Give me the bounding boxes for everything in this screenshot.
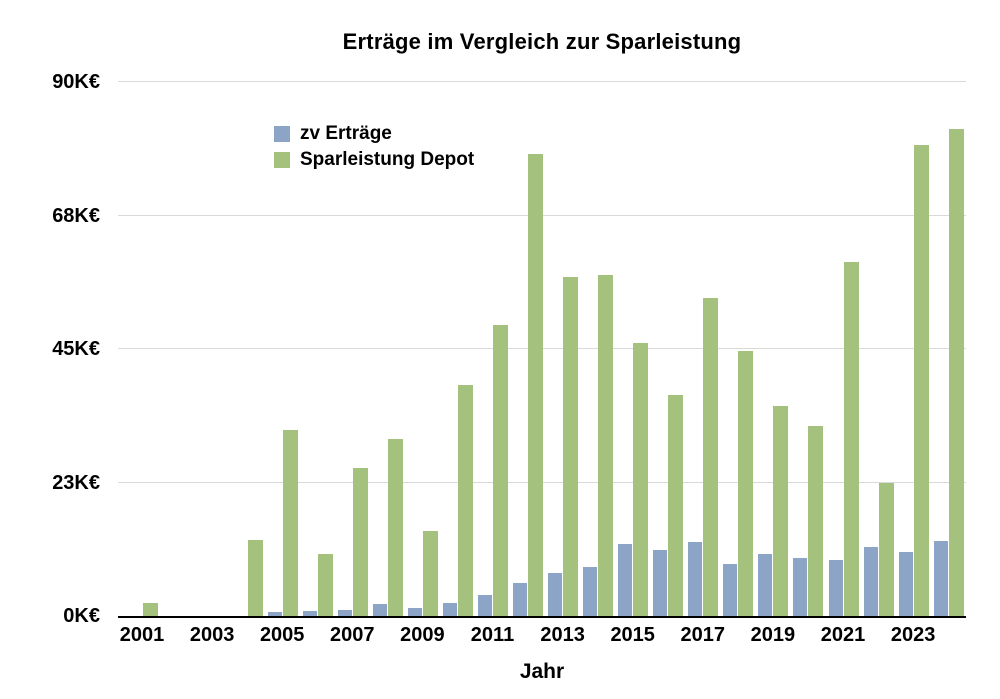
bar-zv-ertraege-2008: [372, 603, 387, 616]
x-tick-label-2017: 2017: [680, 624, 726, 646]
x-axis-title: Jahr: [519, 660, 565, 683]
bar-sparleistung-depot-2020: [808, 426, 824, 616]
x-tick-label-2021: 2021: [820, 624, 866, 646]
y-tick-label-90K€: 90K€: [52, 71, 100, 93]
bar-sparleistung-depot-2006: [317, 553, 333, 616]
bar-sparleistung-depot-2021: [843, 262, 859, 616]
x-tick-label-2005: 2005: [259, 624, 305, 646]
bar-sparleistung-depot-2016: [668, 395, 684, 616]
legend-swatch-sparleistung-depot-icon: [274, 151, 290, 168]
bar-zv-ertraege-2024: [933, 541, 948, 616]
bar-zv-ertraege-2017: [688, 542, 703, 616]
plot-area: [118, 81, 966, 618]
bar-sparleistung-depot-2010: [457, 385, 473, 616]
bar-zv-ertraege-2010: [442, 602, 457, 616]
bar-zv-ertraege-2009: [407, 607, 422, 616]
legend-label-sparleistung-depot: Sparleistung Depot: [300, 149, 475, 170]
bar-sparleistung-depot-2014: [598, 274, 614, 616]
y-tick-label-0K€: 0K€: [63, 605, 100, 627]
legend: zv Erträge Sparleistung Depot: [274, 124, 474, 176]
y-tick-label-68K€: 68K€: [52, 204, 100, 227]
legend-item-sparleistung-depot: Sparleistung Depot: [274, 150, 474, 169]
x-tick-label-2009: 2009: [400, 624, 445, 646]
x-tick-label-2023: 2023: [890, 624, 936, 646]
bar-sparleistung-depot-2023: [913, 144, 929, 616]
bar-sparleistung-depot-2005: [282, 429, 298, 616]
chart-title: Erträge im Vergleich zur Sparleistung: [342, 29, 742, 54]
bar-sparleistung-depot-2009: [422, 530, 438, 616]
bar-zv-ertraege-2023: [898, 551, 913, 616]
bar-zv-ertraege-2014: [583, 567, 598, 616]
x-tick-label-2001: 2001: [119, 624, 165, 646]
bar-sparleistung-depot-2004: [247, 540, 263, 616]
bar-zv-ertraege-2018: [723, 563, 738, 616]
bar-sparleistung-depot-2012: [528, 154, 544, 616]
x-tick-label-2003: 2003: [189, 624, 235, 646]
bar-zv-ertraege-2012: [513, 582, 528, 616]
bar-zv-ertraege-2005: [267, 612, 282, 616]
x-tick-label-2019: 2019: [750, 624, 796, 646]
legend-item-zv-ertraege: zv Erträge: [274, 124, 474, 143]
bar-zv-ertraege-2016: [653, 550, 668, 616]
bar-sparleistung-depot-2011: [493, 325, 508, 616]
x-tick-label-2011: 2011: [470, 624, 515, 646]
bar-sparleistung-depot-2017: [703, 297, 719, 616]
legend-label-zv-ertraege: zv Erträge: [300, 123, 392, 144]
bar-sparleistung-depot-2019: [773, 405, 789, 616]
bar-sparleistung-depot-2018: [738, 351, 754, 616]
bar-zv-ertraege-2011: [478, 594, 492, 616]
bar-sparleistung-depot-2022: [878, 482, 894, 616]
x-tick-label-2007: 2007: [330, 624, 375, 646]
bar-sparleistung-depot-2007: [352, 467, 368, 616]
bar-sparleistung-depot-2001: [142, 602, 158, 616]
gridline-90K€: [118, 81, 966, 82]
bar-zv-ertraege-2013: [548, 572, 563, 616]
bar-zv-ertraege-2019: [758, 553, 773, 616]
bar-zv-ertraege-2007: [337, 610, 352, 616]
bar-zv-ertraege-2015: [618, 544, 633, 616]
y-tick-label-23K€: 23K€: [52, 471, 100, 494]
bar-zv-ertraege-2006: [302, 611, 317, 616]
bar-sparleistung-depot-2008: [387, 439, 403, 616]
bar-sparleistung-depot-2024: [948, 129, 964, 616]
bar-zv-ertraege-2021: [828, 559, 843, 616]
bar-zv-ertraege-2022: [863, 546, 878, 616]
bar-sparleistung-depot-2013: [563, 276, 579, 616]
x-tick-label-2015: 2015: [610, 624, 655, 646]
legend-swatch-zv-ertraege-icon: [274, 125, 290, 142]
y-tick-label-45K€: 45K€: [52, 338, 100, 360]
y-axis: 0K€ 23K€ 45K€ 68K€ 90K€: [20, 0, 100, 699]
x-tick-label-2013: 2013: [540, 624, 585, 646]
bar-sparleistung-depot-2015: [633, 343, 649, 616]
x-axis: 2001 2003 2005 2007 2009 2011 2013 2015 2017 2019…: [0, 624, 1000, 654]
bar-zv-ertraege-2020: [793, 557, 808, 616]
